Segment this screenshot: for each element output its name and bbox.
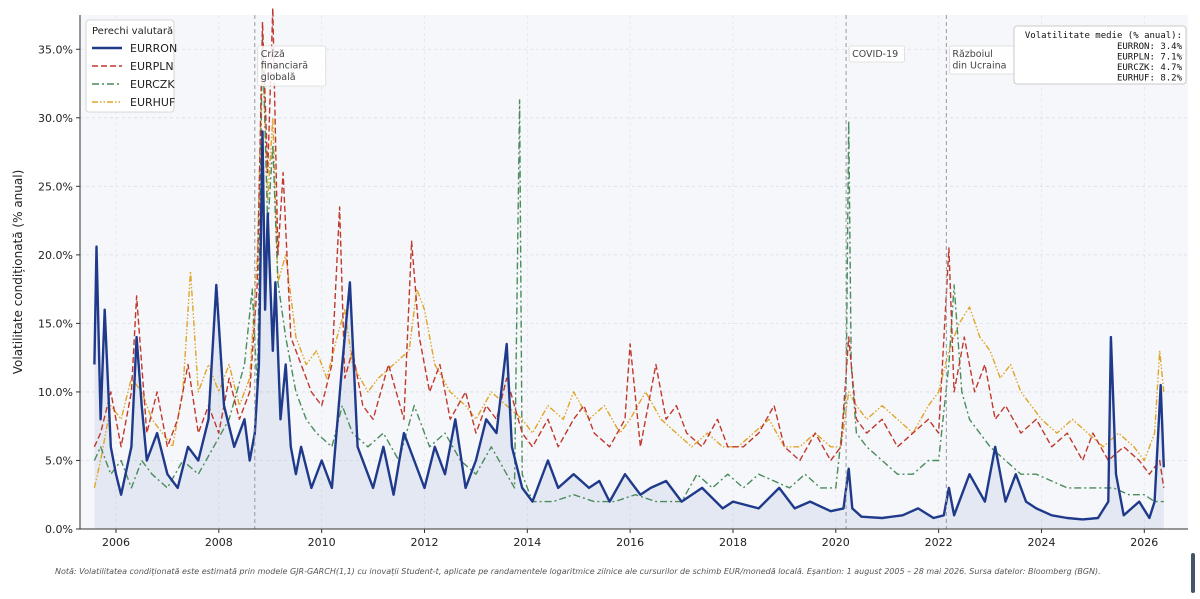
stats-row: EURCZK: 4.7% bbox=[1117, 63, 1183, 73]
x-tick-label: 2012 bbox=[410, 536, 438, 549]
scrollbar-thumb[interactable] bbox=[1191, 553, 1195, 593]
x-tick-label: 2010 bbox=[308, 536, 336, 549]
eurron-area bbox=[94, 131, 1164, 530]
legend: Perechi valutară EURRON EURPLN EURCZK EURHUF bbox=[85, 19, 177, 113]
y-axis-label: Volatilitate condiționată (% anual) bbox=[11, 170, 25, 375]
volatility-chart: Criză financiară globală COVID-19 Războiul di… bbox=[11, 7, 1188, 549]
legend-label-eurczk: EURCZK bbox=[130, 78, 175, 91]
x-tick-label: 2026 bbox=[1130, 536, 1158, 549]
series-line-eurczk bbox=[93, 34, 1164, 503]
y-tick-label: 20.0% bbox=[38, 249, 73, 262]
x-tick-label: 2008 bbox=[205, 536, 233, 549]
stats-row: EURHUF: 8.2% bbox=[1117, 74, 1183, 84]
series-line-eurron bbox=[93, 130, 1165, 521]
stats-row: EURRON: 3.4% bbox=[1117, 42, 1183, 52]
x-tick-label: 2014 bbox=[513, 536, 541, 549]
x-tick-label: 2024 bbox=[1027, 536, 1055, 549]
y-tick-label: 30.0% bbox=[38, 112, 73, 125]
y-tick-label: 35.0% bbox=[38, 43, 73, 56]
x-tick-label: 2018 bbox=[719, 536, 747, 549]
y-tick-label: 10.0% bbox=[38, 386, 73, 399]
series-line-eurhuf bbox=[93, 48, 1165, 489]
event-label-box bbox=[257, 45, 327, 87]
legend-label-eurron: EURRON bbox=[130, 42, 177, 55]
legend-label-eurhuf: EURHUF bbox=[130, 96, 175, 109]
event-label-box bbox=[848, 45, 905, 63]
y-tick-label: 15.0% bbox=[38, 317, 73, 330]
event-label: COVID-19 bbox=[852, 49, 898, 60]
legend-box bbox=[85, 19, 175, 113]
legend-label-eurpln: EURPLN bbox=[130, 60, 174, 73]
y-tick-label: 5.0% bbox=[45, 454, 73, 467]
event-label: Războiul din Ucraina bbox=[952, 49, 1006, 72]
legend-title: Perechi valutară bbox=[92, 26, 173, 37]
series-line-eurpln bbox=[93, 7, 1165, 489]
y-tick-label: 0.0% bbox=[45, 523, 73, 536]
stats-row: EURPLN: 7.1% bbox=[1117, 53, 1183, 63]
x-tick-label: 2022 bbox=[925, 536, 953, 549]
event-label: Criză financiară globală bbox=[261, 49, 308, 83]
stats-title: Volatilitate medie (% anual): bbox=[1025, 31, 1182, 41]
footnote: Notă: Volatilitatea condiționată este es… bbox=[55, 567, 1101, 576]
x-tick-label: 2020 bbox=[822, 536, 850, 549]
x-tick-label: 2006 bbox=[102, 536, 130, 549]
y-tick-label: 25.0% bbox=[38, 180, 73, 193]
stats-box-frame bbox=[1013, 25, 1187, 85]
stats-box: Volatilitate medie (% anual):EURRON: 3.4… bbox=[1013, 25, 1187, 85]
x-tick-label: 2016 bbox=[616, 536, 644, 549]
